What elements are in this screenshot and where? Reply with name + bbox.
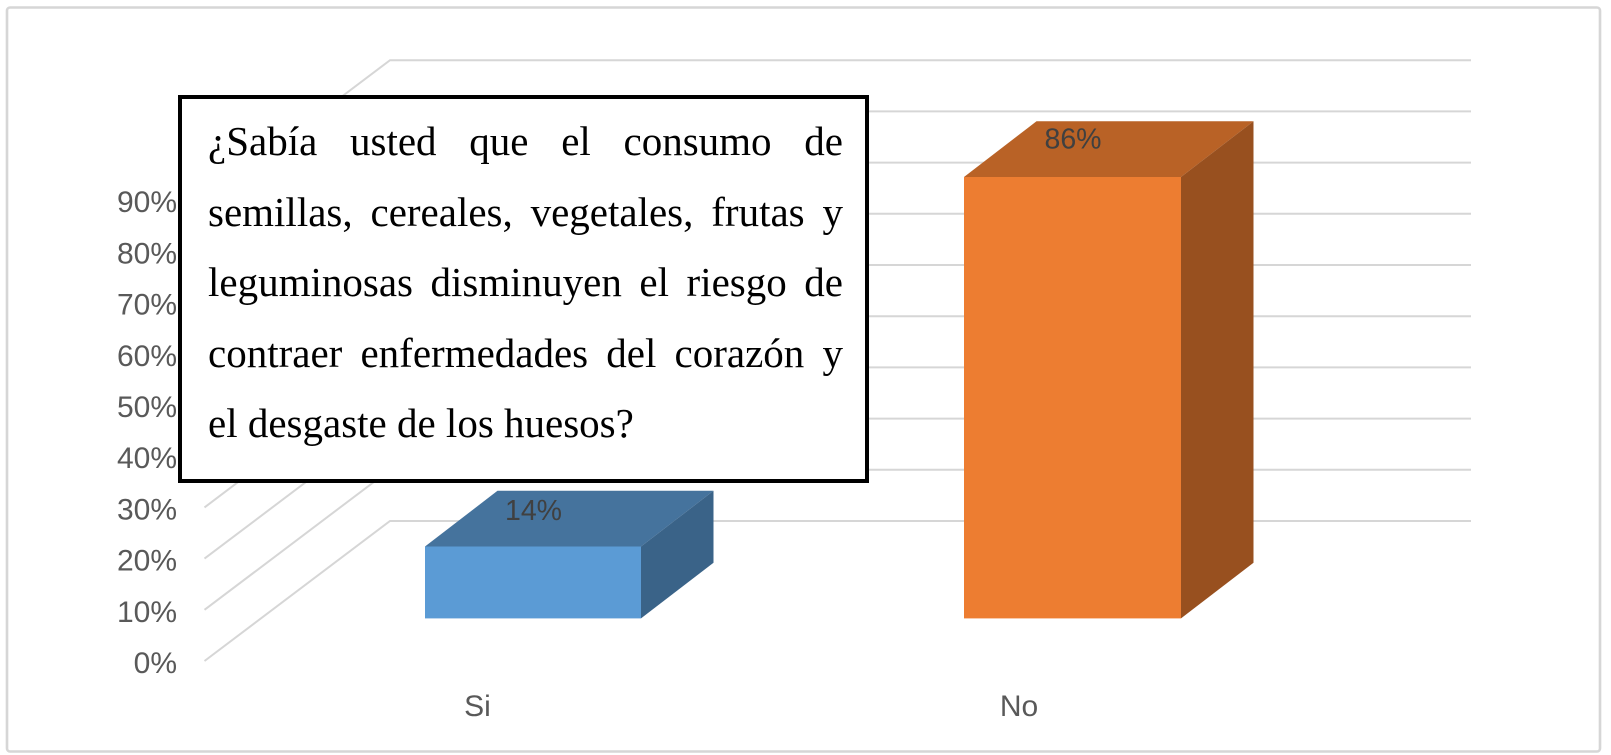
svg-text:0%: 0% [134,647,177,680]
svg-text:Si: Si [464,690,491,723]
svg-text:60%: 60% [117,340,177,373]
svg-text:40%: 40% [117,442,177,475]
svg-text:50%: 50% [117,391,177,424]
svg-text:90%: 90% [117,186,177,219]
svg-text:20%: 20% [117,545,177,578]
svg-text:14%: 14% [505,495,562,527]
svg-text:No: No [1000,690,1038,723]
svg-text:80%: 80% [117,237,177,270]
svg-text:70%: 70% [117,289,177,322]
svg-text:10%: 10% [117,596,177,629]
svg-text:86%: 86% [1044,124,1101,156]
svg-text:30%: 30% [117,493,177,526]
